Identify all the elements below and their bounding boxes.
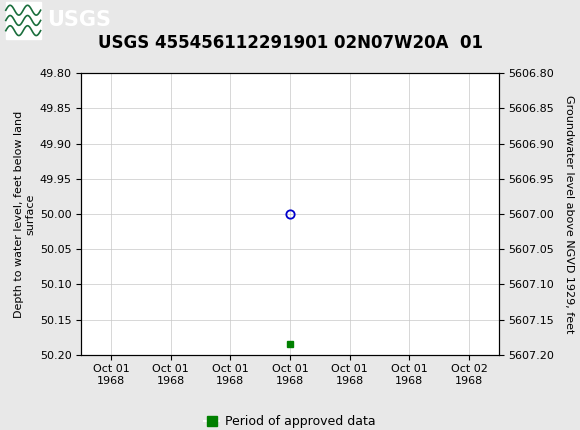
Text: USGS 455456112291901 02N07W20A  01: USGS 455456112291901 02N07W20A 01 [97, 34, 483, 52]
Y-axis label: Depth to water level, feet below land
surface: Depth to water level, feet below land su… [14, 111, 35, 317]
Legend: Period of approved data: Period of approved data [199, 410, 381, 430]
Text: USGS: USGS [48, 10, 111, 31]
Bar [6, 2, 41, 39]
Y-axis label: Groundwater level above NGVD 1929, feet: Groundwater level above NGVD 1929, feet [564, 95, 574, 333]
